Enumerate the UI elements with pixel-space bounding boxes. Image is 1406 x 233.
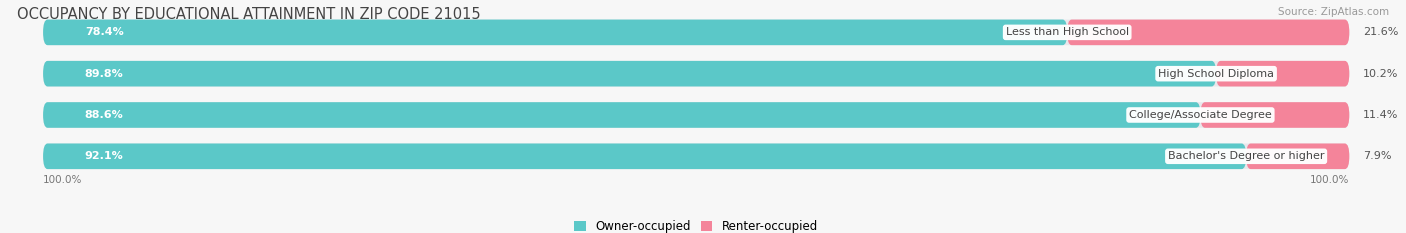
Text: 100.0%: 100.0% — [1310, 175, 1350, 185]
FancyBboxPatch shape — [1216, 61, 1350, 86]
Text: 11.4%: 11.4% — [1364, 110, 1399, 120]
FancyBboxPatch shape — [44, 20, 1067, 45]
Text: 92.1%: 92.1% — [84, 151, 124, 161]
Text: Bachelor's Degree or higher: Bachelor's Degree or higher — [1168, 151, 1324, 161]
FancyBboxPatch shape — [44, 102, 1350, 128]
Text: 78.4%: 78.4% — [84, 27, 124, 37]
Text: 21.6%: 21.6% — [1364, 27, 1399, 37]
FancyBboxPatch shape — [44, 144, 1246, 169]
Text: Source: ZipAtlas.com: Source: ZipAtlas.com — [1278, 7, 1389, 17]
Text: 10.2%: 10.2% — [1364, 69, 1399, 79]
FancyBboxPatch shape — [44, 20, 1350, 45]
FancyBboxPatch shape — [44, 61, 1216, 86]
FancyBboxPatch shape — [1246, 144, 1350, 169]
Text: 7.9%: 7.9% — [1364, 151, 1392, 161]
FancyBboxPatch shape — [1201, 102, 1350, 128]
Text: 100.0%: 100.0% — [44, 175, 83, 185]
Text: 88.6%: 88.6% — [84, 110, 124, 120]
FancyBboxPatch shape — [44, 61, 1350, 86]
FancyBboxPatch shape — [44, 102, 1201, 128]
Legend: Owner-occupied, Renter-occupied: Owner-occupied, Renter-occupied — [575, 220, 818, 233]
Text: High School Diploma: High School Diploma — [1159, 69, 1274, 79]
FancyBboxPatch shape — [44, 144, 1350, 169]
FancyBboxPatch shape — [1067, 20, 1350, 45]
Text: OCCUPANCY BY EDUCATIONAL ATTAINMENT IN ZIP CODE 21015: OCCUPANCY BY EDUCATIONAL ATTAINMENT IN Z… — [17, 7, 481, 22]
Text: College/Associate Degree: College/Associate Degree — [1129, 110, 1272, 120]
Text: Less than High School: Less than High School — [1005, 27, 1129, 37]
Text: 89.8%: 89.8% — [84, 69, 124, 79]
